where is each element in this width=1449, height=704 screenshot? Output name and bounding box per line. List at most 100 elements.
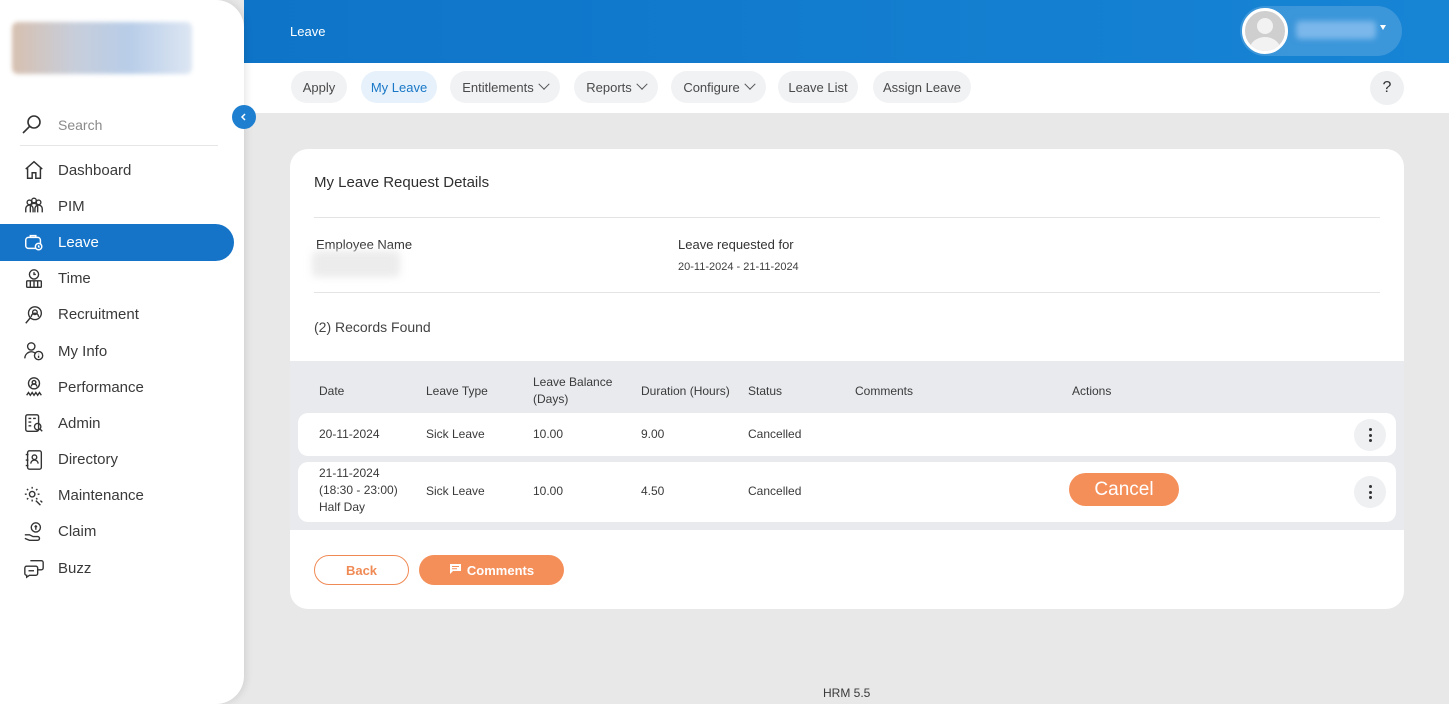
row-options-button[interactable] xyxy=(1354,419,1386,451)
leave-briefcase-icon xyxy=(22,230,46,254)
sidebar-item-label: PIM xyxy=(58,197,85,215)
leave-requested-label: Leave requested for xyxy=(678,237,794,252)
user-name xyxy=(1296,21,1376,39)
tab-label: Entitlements xyxy=(462,79,534,95)
sidebar-item-claim[interactable]: Claim xyxy=(0,514,244,550)
tab-label: My Leave xyxy=(370,79,428,95)
home-icon xyxy=(22,158,46,182)
kebab-dot xyxy=(1368,433,1372,437)
kebab-dot xyxy=(1368,439,1372,442)
claim-icon xyxy=(22,520,46,544)
tab-label: Leave List xyxy=(788,79,848,95)
table-row: 21-11-2024 (18:30 - 23:00) Half Day Sick… xyxy=(298,462,1396,522)
cell-leave-type: Sick Leave xyxy=(426,484,485,498)
row-options-button[interactable] xyxy=(1354,476,1386,508)
sidebar-nav: Dashboard PIM Leave Time Recruitment My … xyxy=(0,152,244,586)
leave-requested-value: 20-11-2024 - 21-11-2024 xyxy=(678,261,799,273)
comments-button[interactable]: Comments xyxy=(419,555,564,585)
myinfo-icon xyxy=(22,339,46,363)
cancel-leave-button[interactable]: Cancel xyxy=(1069,473,1179,506)
chevron-down-icon xyxy=(636,78,648,90)
sidebar-item-recruitment[interactable]: Recruitment xyxy=(0,297,244,333)
chevron-left-icon xyxy=(240,113,246,121)
sidebar-item-dashboard[interactable]: Dashboard xyxy=(0,152,244,188)
top-header: Leave xyxy=(244,0,1449,63)
column-header-line: (Days) xyxy=(533,392,569,406)
cell-leave-balance: 10.00 xyxy=(533,484,564,498)
sidebar-item-admin[interactable]: Admin xyxy=(0,405,244,441)
kebab-dot xyxy=(1368,496,1372,499)
tab-configure[interactable]: Configure xyxy=(671,71,766,103)
sidebar-item-label: Buzz xyxy=(58,559,92,577)
column-header-line: Leave Balance xyxy=(533,375,613,389)
help-button[interactable]: ? xyxy=(1370,71,1404,105)
avatar xyxy=(1242,8,1288,54)
sidebar-item-label: Directory xyxy=(58,451,119,469)
sidebar-item-pim[interactable]: PIM xyxy=(0,188,244,224)
user-menu[interactable] xyxy=(1240,6,1402,56)
brand-logo[interactable] xyxy=(12,22,192,74)
tab-label: Assign Leave xyxy=(882,79,962,95)
cell-date-line: Half Day xyxy=(319,500,366,514)
directory-icon xyxy=(22,448,46,472)
table-row: 20-11-2024 Sick Leave 10.00 9.00 Cancell… xyxy=(298,413,1396,456)
cell-date-line: 21-11-2024 xyxy=(319,466,380,480)
tab-entitlements[interactable]: Entitlements xyxy=(450,71,560,103)
sidebar-item-label: Performance xyxy=(58,378,144,396)
time-icon xyxy=(22,267,46,291)
performance-icon xyxy=(22,375,46,399)
sidebar-search[interactable]: Search xyxy=(20,104,218,146)
search-input[interactable]: Search xyxy=(58,116,103,133)
app-version: HRM 5.5 xyxy=(823,686,871,700)
kebab-dot xyxy=(1368,485,1372,488)
kebab-dot xyxy=(1368,490,1372,494)
sidebar-item-leave[interactable]: Leave xyxy=(0,224,234,261)
tab-my-leave[interactable]: My Leave xyxy=(361,71,437,103)
cell-duration: 9.00 xyxy=(641,427,665,441)
back-button[interactable]: Back xyxy=(314,555,409,585)
sidebar-item-myinfo[interactable]: My Info xyxy=(0,333,244,369)
module-tabs: Apply My Leave Entitlements Reports Conf… xyxy=(244,63,1449,113)
sidebar-item-directory[interactable]: Directory xyxy=(0,442,244,478)
tab-reports[interactable]: Reports xyxy=(574,71,658,103)
sidebar-item-time[interactable]: Time xyxy=(0,261,244,297)
tab-label: Configure xyxy=(683,79,740,95)
column-header-date: Date xyxy=(319,384,345,398)
sidebar-item-label: Recruitment xyxy=(58,306,139,324)
sidebar-item-buzz[interactable]: Buzz xyxy=(0,550,244,586)
tab-label: Reports xyxy=(586,79,632,95)
chevron-down-icon xyxy=(538,78,550,90)
tab-leave-list[interactable]: Leave List xyxy=(778,71,858,103)
cell-date: 20-11-2024 xyxy=(319,427,380,441)
employee-name-label: Employee Name xyxy=(316,237,413,252)
admin-icon xyxy=(22,411,46,435)
cell-leave-balance: 10.00 xyxy=(533,427,564,441)
page-title: Leave xyxy=(290,24,326,39)
tab-apply[interactable]: Apply xyxy=(291,71,347,103)
sidebar-collapse-button[interactable] xyxy=(232,105,256,129)
help-icon: ? xyxy=(1382,79,1392,96)
tab-assign-leave[interactable]: Assign Leave xyxy=(873,71,971,103)
leave-request-card: My Leave Request Details Employee Name L… xyxy=(290,149,1404,609)
search-icon xyxy=(20,113,44,137)
sidebar-item-label: Admin xyxy=(58,414,101,432)
buzz-icon xyxy=(22,556,46,580)
cell-date: 21-11-2024 (18:30 - 23:00) Half Day xyxy=(319,465,398,516)
maintenance-icon xyxy=(22,484,46,508)
comment-icon xyxy=(449,563,462,578)
sidebar-item-performance[interactable]: Performance xyxy=(0,369,244,405)
sidebar-item-maintenance[interactable]: Maintenance xyxy=(0,478,244,514)
sidebar-item-label: Maintenance xyxy=(58,487,144,505)
sidebar-item-label: Leave xyxy=(58,233,99,251)
column-header-duration: Duration (Hours) xyxy=(641,384,730,398)
sidebar: Search Dashboard PIM Leave Time Recruitm… xyxy=(0,0,244,704)
tab-label: Apply xyxy=(302,79,336,95)
cell-leave-type: Sick Leave xyxy=(426,427,485,441)
records-count: (2) Records Found xyxy=(314,319,431,335)
cell-duration: 4.50 xyxy=(641,484,665,498)
column-header-comments: Comments xyxy=(855,384,914,398)
column-header-leave-balance: Leave Balance (Days) xyxy=(533,375,612,406)
column-header-leave-type: Leave Type xyxy=(426,384,488,398)
sidebar-item-label: My Info xyxy=(58,342,108,360)
people-icon xyxy=(22,194,46,218)
